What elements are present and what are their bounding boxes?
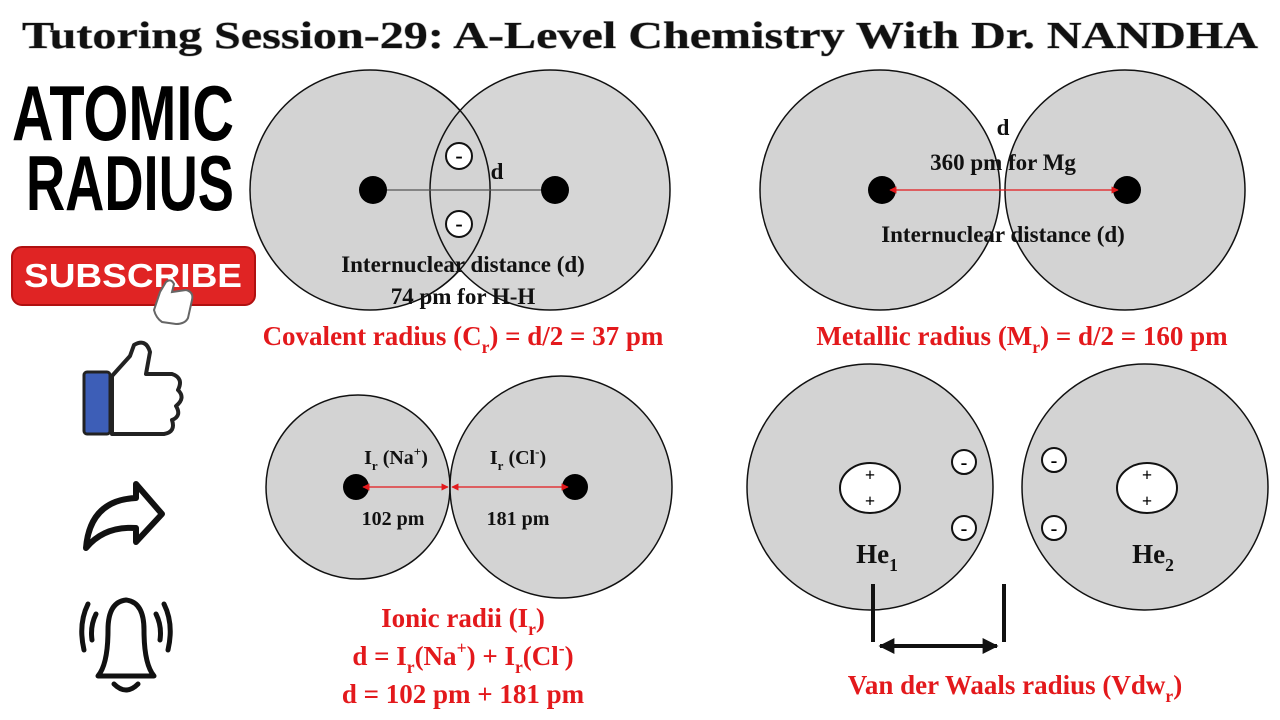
button-bg	[11, 246, 256, 306]
proton-sign: +	[1142, 491, 1152, 511]
subscribe-button[interactable]: SUBSCRIBE	[11, 246, 256, 306]
label: Internuclear distance (d)	[881, 222, 1125, 247]
like-icon[interactable]	[82, 340, 184, 436]
atom-label: He2	[1132, 539, 1174, 575]
text-part: I	[364, 447, 372, 469]
text-part: (Na	[415, 641, 457, 671]
title: Tutoring Session-29: A-Level Chemistry W…	[22, 15, 1259, 57]
label: 181 pm	[487, 508, 550, 530]
nucleus	[343, 474, 369, 500]
nucleus	[868, 176, 896, 204]
text-part: r	[1032, 337, 1040, 357]
nucleus	[359, 176, 387, 204]
electron	[1041, 447, 1067, 473]
text-part: (Cl	[503, 447, 535, 469]
atom-label: He1	[856, 539, 898, 575]
text-part: Metallic radius (M	[816, 321, 1032, 351]
nucleus	[1116, 462, 1178, 514]
electron-sign: -	[1051, 450, 1058, 472]
electron-sign: -	[455, 211, 462, 236]
text-part: (Cl	[523, 641, 559, 671]
text-part: He	[1132, 539, 1165, 569]
label: 102 pm	[362, 508, 425, 530]
text-part: 1	[889, 555, 898, 575]
text-part: +	[414, 444, 421, 459]
electron	[445, 210, 473, 238]
caption: d = 102 pm + 181 pm	[342, 679, 585, 709]
text-part: r	[372, 458, 378, 473]
nucleus	[562, 474, 588, 500]
caption: Metallic radius (Mr) = d/2 = 160 pm	[816, 321, 1228, 357]
label: Ir (Na+)	[364, 444, 428, 473]
text-part: Van der Waals radius (Vdw	[848, 670, 1166, 700]
topic-line: ATOMIC	[12, 69, 234, 157]
cursor-hand	[152, 279, 194, 326]
nucleus	[839, 462, 901, 514]
distance-symbol: d	[997, 115, 1010, 140]
topic-line: RADIUS	[26, 139, 234, 227]
distance-symbol: d	[491, 159, 504, 184]
bell-body	[95, 597, 157, 679]
electron-sign: -	[961, 452, 968, 474]
label: Ir (Cl-)	[490, 444, 546, 473]
label: 360 pm for Mg	[930, 150, 1076, 175]
text-part: -	[535, 444, 539, 459]
button-label: SUBSCRIBE	[24, 257, 242, 294]
caption: d = Ir(Na+) + Ir(Cl-)	[352, 638, 573, 677]
electron	[445, 142, 473, 170]
text-part: r	[407, 657, 415, 677]
text-part: 2	[1165, 555, 1174, 575]
text-part: Ionic radii (I	[381, 603, 528, 633]
text-part: I	[490, 447, 498, 469]
text-part: )	[1173, 670, 1182, 700]
text-part: (Na	[378, 447, 414, 469]
text-part: r	[528, 619, 536, 639]
text-part: +	[457, 638, 467, 658]
text-part: )	[421, 447, 428, 469]
text-part: Covalent radius (C	[263, 321, 482, 351]
text-part: r	[1165, 686, 1173, 706]
like-cuff	[82, 370, 112, 436]
text-part: )	[565, 641, 574, 671]
caption: Covalent radius (Cr) = d/2 = 37 pm	[263, 321, 664, 357]
proton-sign: +	[865, 491, 875, 511]
electron	[951, 449, 977, 475]
proton-sign: +	[865, 465, 875, 485]
text-part: He	[856, 539, 889, 569]
text-part: ) = d/2 = 37 pm	[489, 321, 664, 351]
proton-sign: +	[1142, 465, 1152, 485]
nucleus	[541, 176, 569, 204]
electron-sign: -	[1051, 518, 1058, 540]
text-part: ) + I	[467, 641, 515, 671]
caption: Van der Waals radius (Vdwr)	[848, 670, 1182, 706]
caption: Ionic radii (Ir)	[381, 603, 545, 639]
text-part: r	[515, 657, 523, 677]
text-part: )	[539, 447, 546, 469]
label: Internuclear distance (d)	[341, 252, 585, 277]
electron	[951, 515, 977, 541]
electron	[1041, 515, 1067, 541]
text-part: ) = d/2 = 160 pm	[1040, 321, 1228, 351]
text-part: r	[498, 458, 504, 473]
nucleus	[1113, 176, 1141, 204]
bell-waves	[79, 601, 173, 653]
bell-icon[interactable]	[79, 597, 173, 693]
text-part: r	[482, 337, 490, 357]
label: 74 pm for H-H	[391, 284, 536, 309]
text-part: -	[559, 638, 565, 658]
text-part: )	[536, 603, 545, 633]
electron-sign: -	[455, 143, 462, 168]
bell-clapper	[111, 681, 141, 693]
text-part: d = I	[352, 641, 406, 671]
electron-sign: -	[961, 518, 968, 540]
text-part: d = 102 pm + 181 pm	[342, 679, 585, 709]
like-hand	[110, 340, 184, 436]
share-icon[interactable]	[83, 481, 165, 551]
